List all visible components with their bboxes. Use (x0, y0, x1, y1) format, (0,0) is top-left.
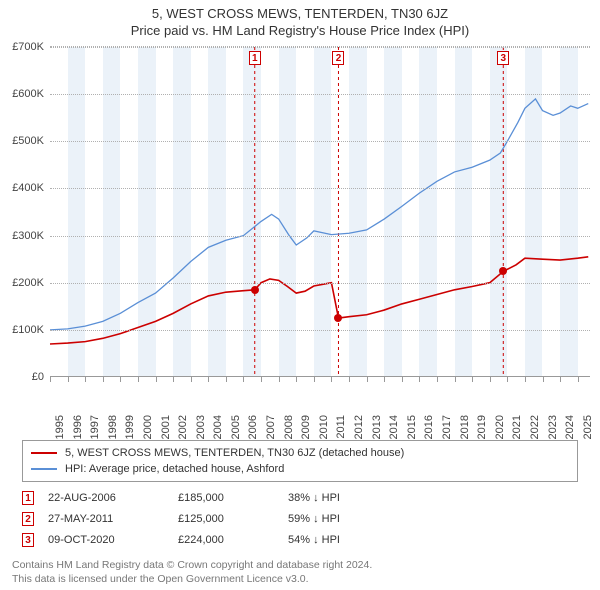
x-tick (156, 377, 157, 382)
sale-table-row: 2 27-MAY-2011£125,00059% ↓ HPI (22, 508, 408, 529)
x-tick (120, 377, 121, 382)
y-tick-label: £0 (4, 371, 44, 383)
series-hpi (50, 99, 588, 330)
y-tick-label: £300K (4, 230, 44, 242)
x-tick (437, 377, 438, 382)
y-tick-label: £100K (4, 324, 44, 336)
gridline (50, 141, 590, 142)
x-tick (578, 377, 579, 382)
gridline (50, 236, 590, 237)
sale-date: 27-MAY-2011 (48, 513, 178, 525)
x-tick (279, 377, 280, 382)
sale-marker-flag: 2 (332, 51, 344, 65)
x-tick (50, 377, 51, 382)
x-tick (261, 377, 262, 382)
gridline (50, 283, 590, 284)
legend-box: 5, WEST CROSS MEWS, TENTERDEN, TN30 6JZ … (22, 440, 578, 482)
chart-titles: 5, WEST CROSS MEWS, TENTERDEN, TN30 6JZ … (0, 0, 600, 38)
sale-price: £125,000 (178, 513, 288, 525)
chart-plot-area: £0£100K£200K£300K£400K£500K£600K£700K199… (50, 46, 590, 377)
legend-row-property: 5, WEST CROSS MEWS, TENTERDEN, TN30 6JZ … (31, 445, 569, 461)
sale-markers-table: 1 22-AUG-2006£185,00038% ↓ HPI 2 27-MAY-201… (22, 487, 408, 550)
x-tick (560, 377, 561, 382)
x-tick (331, 377, 332, 382)
footer-line-2: This data is licensed under the Open Gov… (12, 572, 372, 586)
x-tick (455, 377, 456, 382)
series-property (50, 257, 588, 344)
x-tick (507, 377, 508, 382)
x-tick (525, 377, 526, 382)
x-tick (85, 377, 86, 382)
footer-attribution: Contains HM Land Registry data © Crown c… (12, 558, 372, 586)
x-tick (296, 377, 297, 382)
sale-point (334, 314, 342, 322)
y-tick-label: £200K (4, 277, 44, 289)
x-tick (472, 377, 473, 382)
legend-label-property: 5, WEST CROSS MEWS, TENTERDEN, TN30 6JZ … (65, 447, 404, 459)
sale-delta: 54% ↓ HPI (288, 534, 408, 546)
x-tick (243, 377, 244, 382)
x-tick (384, 377, 385, 382)
y-tick-label: £700K (4, 41, 44, 53)
x-tick (191, 377, 192, 382)
x-tick (138, 377, 139, 382)
x-tick (543, 377, 544, 382)
x-tick-label: 2025 (582, 415, 594, 455)
sale-price: £224,000 (178, 534, 288, 546)
sale-date: 09-OCT-2020 (48, 534, 178, 546)
sale-marker-flag: 3 (497, 51, 509, 65)
chart-lines (50, 47, 590, 377)
x-tick (208, 377, 209, 382)
x-tick (68, 377, 69, 382)
gridline (50, 188, 590, 189)
legend-swatch-hpi (31, 468, 57, 470)
gridline (50, 94, 590, 95)
x-tick (490, 377, 491, 382)
sale-table-row: 1 22-AUG-2006£185,00038% ↓ HPI (22, 487, 408, 508)
sale-marker-flag: 3 (22, 533, 34, 547)
sale-point (499, 267, 507, 275)
x-tick (103, 377, 104, 382)
legend-row-hpi: HPI: Average price, detached house, Ashf… (31, 461, 569, 477)
sale-marker-flag: 1 (249, 51, 261, 65)
sale-delta: 59% ↓ HPI (288, 513, 408, 525)
y-tick-label: £600K (4, 88, 44, 100)
x-tick (226, 377, 227, 382)
x-tick (419, 377, 420, 382)
footer-line-1: Contains HM Land Registry data © Crown c… (12, 558, 372, 572)
sale-marker-flag: 2 (22, 512, 34, 526)
x-tick (173, 377, 174, 382)
y-tick-label: £400K (4, 182, 44, 194)
legend-swatch-property (31, 452, 57, 454)
sale-point (251, 286, 259, 294)
x-tick (349, 377, 350, 382)
sale-price: £185,000 (178, 492, 288, 504)
sale-table-row: 3 09-OCT-2020£224,00054% ↓ HPI (22, 529, 408, 550)
x-tick (314, 377, 315, 382)
y-tick-label: £500K (4, 135, 44, 147)
sale-marker-flag: 1 (22, 491, 34, 505)
gridline (50, 330, 590, 331)
title-subtitle: Price paid vs. HM Land Registry's House … (0, 23, 600, 38)
title-address: 5, WEST CROSS MEWS, TENTERDEN, TN30 6JZ (0, 6, 600, 21)
sale-date: 22-AUG-2006 (48, 492, 178, 504)
gridline (50, 47, 590, 48)
sale-delta: 38% ↓ HPI (288, 492, 408, 504)
x-tick (367, 377, 368, 382)
x-tick (402, 377, 403, 382)
legend-label-hpi: HPI: Average price, detached house, Ashf… (65, 463, 284, 475)
